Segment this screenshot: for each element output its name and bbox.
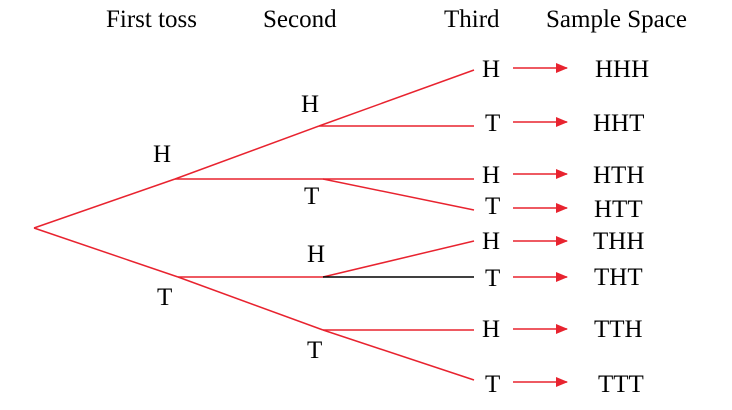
node-third-hth: H (482, 162, 500, 189)
outcome-tth: TTH (594, 316, 643, 343)
node-second-t-after-t: T (307, 337, 322, 364)
branch-ht-t (322, 178, 475, 211)
node-second-t-after-h: T (304, 183, 319, 210)
outcome-htt: HTT (594, 196, 643, 223)
branch-h-h (174, 125, 320, 180)
branch-first-t (33, 227, 179, 278)
branch-hh-h (318, 69, 475, 127)
outcome-thh: THH (593, 228, 644, 255)
node-first-h: H (153, 141, 171, 168)
header-second-toss: Second (263, 6, 337, 33)
node-second-h-after-h: H (301, 91, 319, 118)
branch-t-t (177, 276, 324, 331)
node-third-ttt: T (485, 371, 500, 398)
node-third-tht: T (485, 265, 500, 292)
branch-tt-t (322, 329, 475, 381)
branch-first-h (33, 178, 176, 229)
outcome-tht: THT (594, 264, 643, 291)
node-third-htt: T (485, 193, 500, 220)
node-second-h-after-t: H (307, 241, 325, 268)
node-third-hhh: H (482, 56, 500, 83)
outcome-hth: HTH (593, 162, 644, 189)
header-first-toss: First toss (106, 6, 197, 33)
node-first-t: T (157, 284, 172, 311)
outcome-hhh: HHH (595, 56, 649, 83)
branch-th-h (322, 240, 475, 278)
node-third-tth: H (482, 316, 500, 343)
outcome-ttt: TTT (598, 371, 644, 398)
outcome-hht: HHT (593, 110, 644, 137)
node-third-hht: T (485, 110, 500, 137)
header-sample-space: Sample Space (546, 6, 687, 33)
header-third-toss: Third (444, 6, 500, 33)
node-third-thh: H (482, 228, 500, 255)
